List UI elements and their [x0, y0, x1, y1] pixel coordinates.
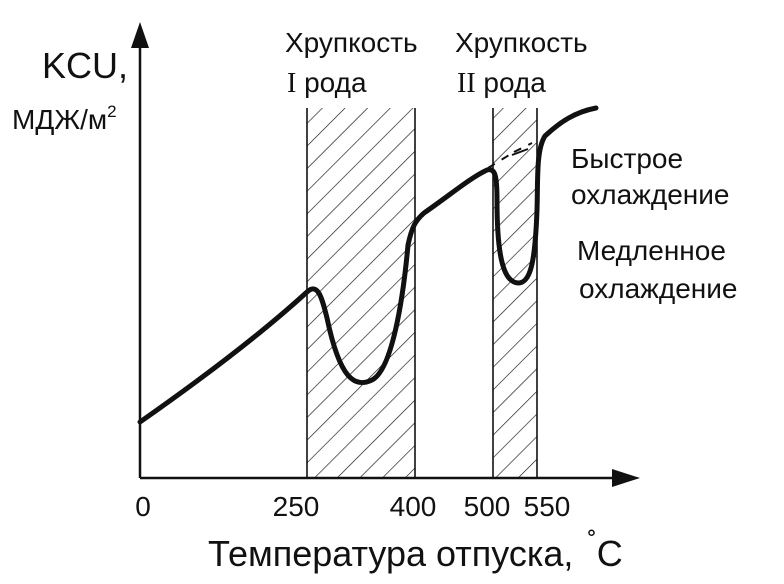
- x-tick-labels: 0 250 400 500 550: [135, 491, 570, 522]
- y-axis-units: МДЖ/м2: [12, 102, 117, 135]
- tick-label-250: 250: [273, 491, 320, 522]
- brittleness-zone-2: [492, 108, 538, 478]
- y-axis-units-text: МДЖ/м: [12, 104, 107, 135]
- brittleness-zone-1: [306, 108, 416, 478]
- zone-2-rest: рода: [476, 67, 547, 98]
- toughness-curve: [137, 105, 599, 425]
- zone-2-label-line2: II рода: [457, 67, 546, 99]
- fast-cooling-dashed-line: [487, 142, 533, 169]
- y-axis: [131, 22, 149, 478]
- fast-cooling-label-line1: Быстрое: [571, 143, 683, 174]
- slow-cooling-label-line2: охлаждение: [579, 273, 737, 304]
- zone-1-label-line1: Хрупкость: [285, 27, 418, 58]
- fast-cooling-label-line2: охлаждение: [571, 179, 729, 210]
- y-axis-units-exponent: 2: [107, 102, 116, 121]
- zone-1-roman: I: [287, 68, 296, 99]
- slow-cooling-label-line1: Медленное: [577, 235, 726, 266]
- tick-label-550: 550: [524, 491, 571, 522]
- tick-label-500: 500: [464, 491, 511, 522]
- zone-2-roman: II: [457, 68, 476, 99]
- x-axis-label: Температура отпуска, ˚С: [208, 527, 623, 574]
- tick-label-400: 400: [390, 491, 437, 522]
- x-axis-unit-letter: С: [597, 533, 623, 574]
- zone-1-label-line2: I рода: [287, 67, 367, 99]
- fast-cooling-leader-line: [511, 148, 529, 156]
- y-axis-label: KCU,: [42, 45, 128, 86]
- zone-1-rest: рода: [296, 67, 367, 98]
- tick-label-0: 0: [135, 491, 151, 522]
- x-axis: [140, 469, 640, 487]
- x-axis-degree-sign: ˚: [587, 527, 596, 558]
- zone-2-label-line1: Хрупкость: [455, 27, 588, 58]
- x-axis-label-text: Температура отпуска,: [208, 533, 573, 574]
